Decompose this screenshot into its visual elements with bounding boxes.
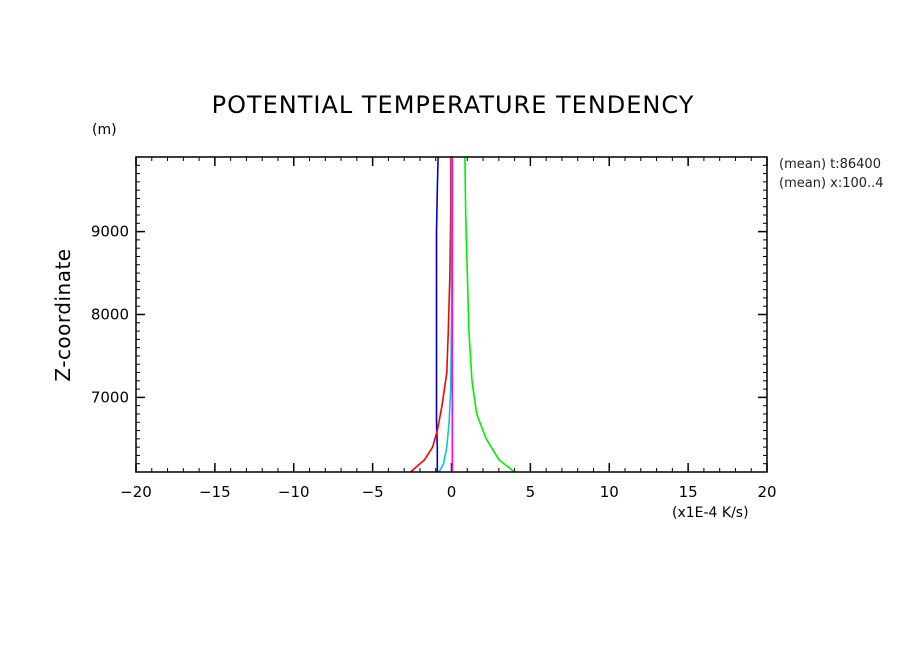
series-line-1 [435,156,439,472]
series-line-3 [438,157,453,473]
plot-frame [135,156,768,473]
x-axis-label: (x1E-4 K/s) [672,505,749,521]
plot-area: −20 −15 −10 −5 0 5 10 15 20 7000 8000 9000 [91,156,777,501]
x-tick-label: −15 [199,483,231,501]
x-tick-label: 0 [447,483,457,501]
series-line-4 [464,156,516,473]
x-tick-label: 20 [757,483,776,501]
x-tick-label: −5 [362,483,384,501]
annotation-time-mean: (mean) t:86400 [779,157,881,172]
x-tick-label: −20 [120,483,152,501]
y-tick-label: 9000 [91,223,129,241]
x-tick-label: −10 [278,483,310,501]
y-tick-label: 7000 [91,388,129,406]
chart-title: POTENTIAL TEMPERATURE TENDENCY [212,91,695,119]
annotation-x-mean: (mean) x:100..4 [779,176,884,191]
x-tick-label: 15 [679,483,698,501]
series-line-2 [409,157,452,473]
y-tick-label: 8000 [91,306,129,324]
y-unit-label: (m) [92,122,117,138]
x-tick-label: 5 [526,483,536,501]
y-axis-label: Z-coordinate [51,248,75,381]
x-tick-label: 10 [600,483,619,501]
